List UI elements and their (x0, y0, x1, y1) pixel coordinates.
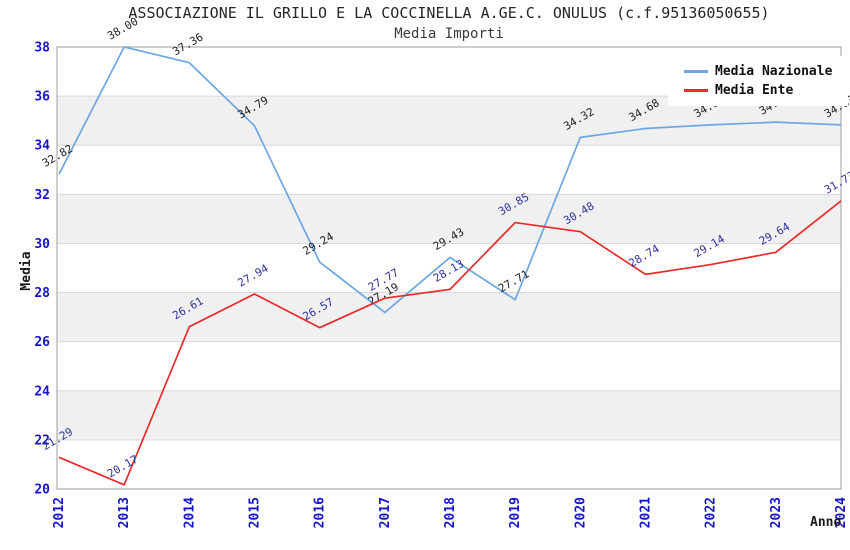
data-label: 31.73 (822, 169, 850, 197)
y-tick-label: 26 (34, 335, 50, 350)
chart-title: ASSOCIAZIONE IL GRILLO E LA COCCINELLA A… (128, 4, 770, 22)
series-line-media-ente (58, 200, 842, 486)
media-ente-line-swatch (684, 89, 708, 92)
x-tick-label: 2018 (443, 497, 458, 528)
legend-item-media-nazionale: Media Nazionale (668, 62, 848, 81)
legend: Media Nazionale Media Ente (668, 56, 848, 106)
x-tick-label: 2014 (182, 497, 197, 528)
grid-band (57, 292, 841, 342)
x-tick-label: 2020 (573, 497, 588, 528)
y-tick-label: 34 (34, 139, 50, 154)
x-tick-label: 2016 (313, 497, 328, 528)
y-tick-label: 22 (34, 433, 50, 448)
media-nazionale-line-swatch (684, 70, 708, 73)
x-tick-label: 2024 (834, 497, 849, 528)
data-label: 27.71 (496, 267, 531, 295)
series-line-media-nazionale (58, 46, 842, 314)
data-label: 20.17 (105, 453, 140, 481)
x-tick-label: 2017 (378, 497, 393, 528)
grid-band (57, 194, 841, 244)
data-label: 28.13 (431, 257, 466, 285)
x-tick-label: 2022 (704, 497, 719, 528)
y-tick-label: 20 (34, 483, 50, 498)
y-tick-label: 38 (34, 41, 50, 56)
x-tick-label: 2019 (508, 497, 523, 528)
legend-label-media-nazionale: Media Nazionale (715, 64, 833, 79)
x-axis-title: Anno (810, 515, 842, 530)
x-tick-label: 2021 (639, 497, 654, 528)
data-label: 37.36 (170, 30, 205, 58)
data-label: 27.94 (236, 262, 272, 290)
x-tick-label: 2013 (117, 497, 132, 528)
grid-band (57, 390, 841, 440)
legend-item-media-ente: Media Ente (668, 81, 848, 100)
y-tick-label: 30 (34, 237, 50, 252)
plot-border (56, 46, 842, 490)
x-tick-label: 2012 (52, 497, 67, 528)
y-tick-label: 36 (34, 90, 50, 105)
x-tick-label: 2015 (248, 497, 263, 528)
data-label: 38.00 (105, 15, 140, 43)
legend-label-media-ente: Media Ente (715, 83, 794, 98)
data-label: 28.74 (627, 242, 663, 270)
y-tick-label: 28 (34, 286, 50, 301)
y-tick-label: 32 (34, 188, 50, 203)
x-tick-label: 2023 (769, 497, 784, 528)
y-tick-label: 24 (34, 384, 50, 399)
chart-subtitle: Media Importi (394, 26, 504, 42)
